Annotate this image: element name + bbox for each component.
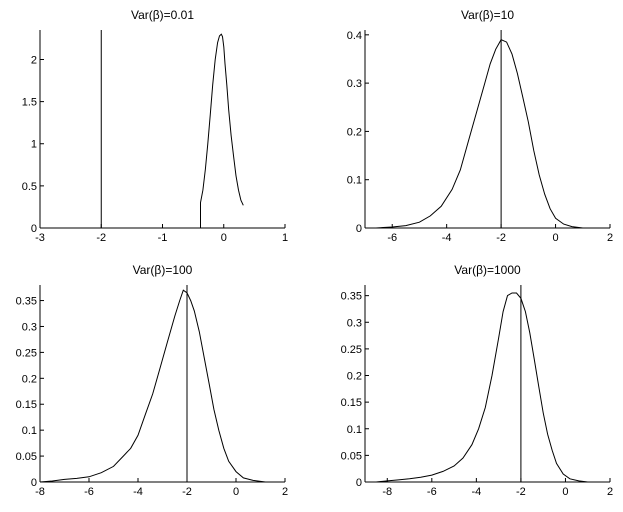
y-tick-label: 0 [356, 223, 362, 235]
density-curve [376, 292, 588, 483]
y-tick-label: 0.35 [341, 291, 362, 303]
x-tick-label: -2 [516, 486, 526, 498]
x-tick-label: -3 [35, 232, 45, 244]
y-tick-label: 0.05 [16, 451, 37, 463]
y-tick-label: 0.2 [22, 373, 37, 385]
density-curve [200, 33, 244, 228]
y-tick-label: 0.15 [16, 399, 37, 411]
y-tick-label: 0.3 [22, 321, 37, 333]
y-tick-label: 0.35 [16, 296, 37, 308]
x-tick-label: -4 [133, 486, 143, 498]
x-tick-label: -4 [442, 232, 452, 244]
y-tick-label: 0.3 [347, 317, 362, 329]
y-tick-label: 1.5 [22, 97, 37, 109]
x-tick-label: -6 [387, 232, 397, 244]
y-tick-label: 0.1 [22, 425, 37, 437]
subplot-1: Var(β)=0.01 -3 -2 -1 0 1 0 0.5 1 1.5 2 [22, 8, 288, 244]
subplot-title: Var(β)=100 [133, 263, 193, 277]
subplot-title: Var(β)=1000 [454, 263, 521, 277]
x-tick-label: -1 [158, 232, 168, 244]
x-tick-label: -2 [496, 232, 506, 244]
subplot-4: Var(β)=1000 -8 -6 -4 -2 0 2 0 0.05 0.1 0.15 0.2 0.25… [341, 263, 613, 498]
x-tick-label: -4 [471, 486, 481, 498]
x-tick-label: 0 [233, 486, 239, 498]
density-curve [375, 39, 583, 229]
y-tick-label: 0.05 [341, 450, 362, 462]
x-tick-label: -2 [96, 232, 106, 244]
x-tick-label: 2 [607, 232, 613, 244]
y-tick-label: 0.4 [347, 30, 362, 42]
x-tick-label: 2 [607, 486, 613, 498]
subplot-3: Var(β)=100 -8 -6 -4 -2 0 2 0 0.05 0.1 0.15 0.2 0.25 0… [16, 263, 288, 498]
y-tick-label: 0.15 [341, 397, 362, 409]
y-tick-label: 0 [31, 223, 37, 235]
x-tick-label: -8 [35, 486, 45, 498]
density-curve [39, 289, 266, 483]
x-tick-label: -6 [427, 486, 437, 498]
y-tick-label: 0.2 [347, 126, 362, 138]
y-tick-label: 0.1 [347, 175, 362, 187]
x-tick-label: 0 [562, 486, 568, 498]
x-tick-label: -6 [84, 486, 94, 498]
x-tick-label: 1 [282, 232, 288, 244]
x-tick-label: 0 [552, 232, 558, 244]
x-tick-label: 0 [221, 232, 227, 244]
y-tick-label: 0.2 [347, 371, 362, 383]
x-tick-label: -8 [382, 486, 392, 498]
x-tick-label: -2 [182, 486, 192, 498]
subplot-title: Var(β)=0.01 [131, 8, 194, 22]
subplot-2: Var(β)=10 -6 -4 -2 0 2 0 0.1 0.2 0.3 0.4 [347, 8, 613, 244]
y-tick-label: 0.25 [16, 347, 37, 359]
y-tick-label: 0.3 [347, 78, 362, 90]
y-tick-label: 0.1 [347, 424, 362, 436]
subplot-title: Var(β)=10 [461, 8, 514, 22]
y-tick-label: 0 [31, 477, 37, 489]
y-tick-label: 0.25 [341, 344, 362, 356]
y-tick-label: 2 [31, 54, 37, 66]
y-tick-label: 0.5 [22, 181, 37, 193]
x-tick-label: 2 [282, 486, 288, 498]
y-tick-label: 0 [356, 477, 362, 489]
y-tick-label: 1 [31, 139, 37, 151]
